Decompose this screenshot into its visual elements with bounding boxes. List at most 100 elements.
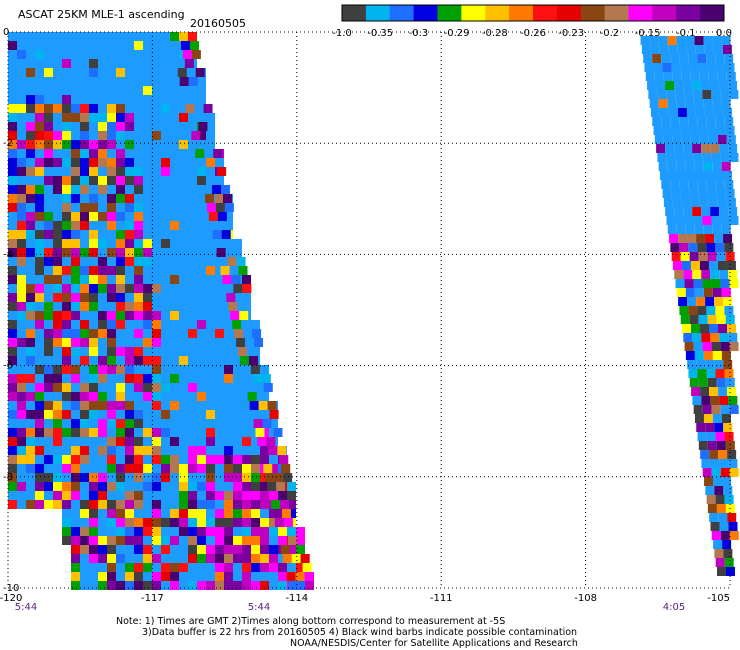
swath-cell — [134, 365, 143, 374]
swath-cell — [53, 428, 62, 437]
swath-cell — [724, 495, 734, 504]
swath-cell — [197, 212, 206, 221]
swath-cell — [143, 356, 152, 365]
swath-cell — [116, 113, 125, 122]
swath-cell — [694, 99, 704, 108]
swath-cell — [242, 329, 251, 338]
swath-cell — [714, 171, 723, 180]
swath-cell — [143, 59, 152, 68]
swath-cell — [8, 329, 17, 338]
swath-cell — [107, 473, 116, 482]
swath-cell — [134, 347, 143, 356]
swath-cell — [215, 302, 224, 311]
swath-cell — [278, 554, 287, 563]
swath-cell — [89, 275, 98, 284]
swath-cell — [206, 392, 215, 401]
colorbar-swatch — [509, 5, 534, 21]
swath-cell — [215, 383, 224, 392]
swath-cell — [89, 302, 98, 311]
swath-cell — [161, 320, 170, 329]
swath-cell — [684, 153, 694, 162]
swath-cell — [98, 500, 107, 509]
swath-cell — [267, 401, 277, 410]
swath-cell — [703, 36, 713, 45]
swath-cell — [53, 194, 62, 203]
swath-cell — [80, 293, 89, 302]
swath-cell — [98, 176, 107, 185]
swath-cell — [224, 239, 233, 248]
swath-cell — [17, 113, 26, 122]
swath-cell — [215, 365, 224, 374]
swath-cell — [188, 437, 197, 446]
swath-cell — [161, 527, 170, 536]
swath-cell — [179, 491, 188, 500]
swath-cell — [125, 410, 134, 419]
swath-cell — [206, 491, 215, 500]
swath-cell — [709, 387, 719, 396]
swath-cell — [251, 545, 260, 554]
longitude-label: -105 — [707, 593, 730, 604]
swath-cell — [134, 212, 143, 221]
swath-cell — [44, 320, 53, 329]
swath-cell — [215, 482, 224, 491]
swath-cell — [53, 419, 62, 428]
swath-cell — [233, 302, 242, 311]
swath-cell — [704, 45, 714, 54]
swath-cell — [662, 126, 672, 135]
swath-cell — [71, 32, 80, 41]
swath-cell — [188, 464, 197, 473]
swath-cell — [62, 347, 71, 356]
swath-cell — [161, 158, 170, 167]
swath-cell — [215, 563, 224, 572]
swath-cell — [242, 464, 251, 473]
swath-cell — [197, 275, 206, 284]
swath-cell — [251, 536, 260, 545]
swath-cell — [702, 153, 712, 162]
swath-cell — [215, 338, 224, 347]
swath-cell — [254, 338, 264, 347]
swath-cell — [161, 104, 170, 113]
swath-cell — [53, 68, 62, 77]
swath-cell — [179, 158, 188, 167]
swath-cell — [107, 500, 116, 509]
swath-cell — [676, 225, 686, 234]
swath-cell — [98, 356, 107, 365]
swath-cell — [215, 554, 224, 563]
swath-cell — [729, 216, 739, 225]
swath-cell — [170, 473, 179, 482]
swath-cell — [179, 140, 188, 149]
swath-cell — [143, 113, 152, 122]
swath-cell — [62, 473, 71, 482]
swath-cell — [206, 572, 215, 581]
swath-cell — [107, 572, 116, 581]
swath-cell — [152, 563, 161, 572]
swath-cell — [116, 464, 125, 473]
swath-cell — [35, 221, 44, 230]
swath-cell — [696, 297, 706, 306]
swath-cell — [107, 410, 116, 419]
swath-cell — [8, 482, 17, 491]
swath-cell — [143, 203, 152, 212]
swath-cell — [125, 455, 134, 464]
swath-cell — [197, 77, 206, 86]
swath-cell — [44, 185, 53, 194]
swath-cell — [233, 266, 242, 275]
swath-cell — [242, 518, 251, 527]
swath-cell — [693, 279, 703, 288]
swath-cell — [98, 455, 107, 464]
map-date: 20160505 — [190, 17, 246, 30]
swath-cell — [17, 248, 26, 257]
swath-cell — [698, 441, 708, 450]
swath-cell — [134, 527, 143, 536]
swath-cell — [719, 144, 729, 153]
swath-cell — [179, 122, 188, 131]
swath-cell — [197, 140, 206, 149]
swath-cell — [675, 153, 685, 162]
swath-cell — [107, 518, 116, 527]
swath-cell — [116, 95, 125, 104]
swath-cell — [71, 374, 80, 383]
longitude-label: -111 — [430, 593, 453, 604]
swath-cell — [143, 365, 152, 374]
swath-cell — [179, 248, 188, 257]
swath-cell — [44, 293, 53, 302]
